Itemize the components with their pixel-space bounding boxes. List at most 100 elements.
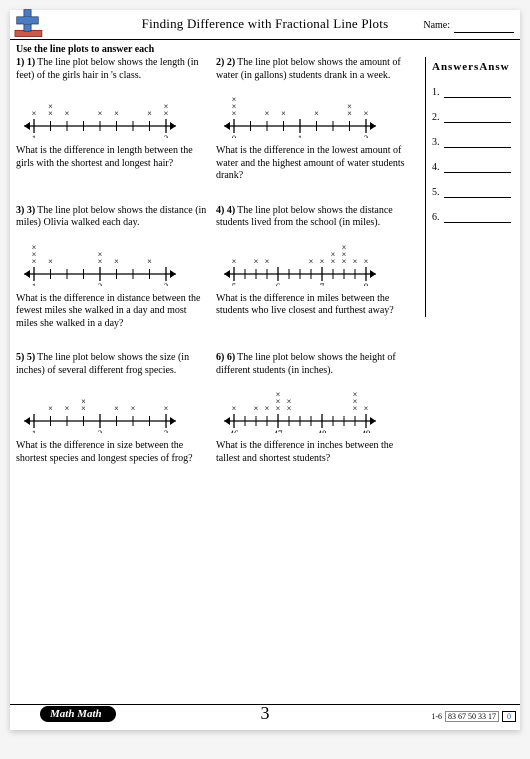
content-area: 1) 1)The line plot below shows the lengt… [10,57,520,487]
number-line: 123××××××× [20,383,208,436]
problem-number: 5) 5) [16,352,35,365]
problem: 5) 5)The line plot below shows the size … [16,352,216,465]
answer-number: 1. [432,87,444,98]
problem-question: What is the difference in length between… [16,145,208,170]
svg-text:×: × [281,109,286,118]
svg-text:5: 5 [232,282,237,286]
problem-question: What is the difference in the lowest amo… [216,145,408,183]
answer-number: 5. [432,187,444,198]
line-plot: 46474849×××××××××××× [220,383,380,433]
problem-row: 3) 3)The line plot below shows the dista… [16,205,419,331]
answer-blank: 5. [432,187,511,198]
score-range: 1-6 [431,712,442,721]
answer-line-rule [444,138,511,148]
problem: 2) 2)The line plot below shows the amoun… [216,57,416,183]
svg-text:×: × [331,250,336,259]
svg-text:×: × [114,404,119,413]
answer-blank: 6. [432,212,511,223]
problem-prompt: 4) 4)The line plot below shows the dista… [216,205,408,230]
svg-text:46: 46 [230,429,240,433]
svg-text:×: × [364,404,369,413]
number-line: 46474849×××××××××××× [220,383,408,436]
problem-question: What is the difference in inches between… [216,440,408,465]
svg-text:×: × [65,404,70,413]
svg-text:×: × [276,390,281,399]
answers-heading: AnswersAnsw [432,61,511,73]
problem-prompt: 6) 6)The line plot below shows the heigh… [216,352,408,377]
problem-prompt: 5) 5)The line plot below shows the size … [16,352,208,377]
number-line: 5678×××××××××××× [220,236,408,289]
svg-text:×: × [65,109,70,118]
svg-text:×: × [232,95,237,104]
svg-text:×: × [347,102,352,111]
line-plot: 012××××××××× [220,88,380,138]
number-line: 12××××××××× [20,88,208,141]
answer-blank: 2. [432,112,511,123]
svg-text:×: × [114,257,119,266]
svg-text:×: × [320,257,325,266]
answer-number: 4. [432,162,444,173]
svg-text:×: × [364,257,369,266]
svg-text:47: 47 [274,429,284,433]
svg-text:48: 48 [318,429,328,433]
svg-text:×: × [254,404,259,413]
svg-text:×: × [232,257,237,266]
svg-text:×: × [309,257,314,266]
answer-line-rule [444,163,511,173]
svg-text:×: × [314,109,319,118]
svg-text:×: × [48,257,53,266]
svg-text:0: 0 [232,134,237,138]
score-list: 83 67 50 33 17 [445,711,499,722]
svg-text:×: × [32,243,37,252]
svg-text:×: × [353,257,358,266]
answer-line-rule [444,113,511,123]
footer-scores: 1-6 83 67 50 33 17 0 [431,711,516,722]
svg-text:×: × [147,109,152,118]
svg-text:×: × [164,102,169,111]
svg-text:7: 7 [320,282,325,286]
svg-text:×: × [364,109,369,118]
problem: 4) 4)The line plot below shows the dista… [216,205,416,331]
problem-prompt: 1) 1)The line plot below shows the lengt… [16,57,208,82]
problem-number: 3) 3) [16,205,35,218]
svg-text:×: × [81,397,86,406]
svg-text:6: 6 [276,282,281,286]
instruction-text: Use the line plots to answer each [10,40,520,57]
svg-text:49: 49 [362,429,372,433]
brand-badge: Math Math [40,706,116,722]
problem-number: 1) 1) [16,57,35,70]
problem: 3) 3)The line plot below shows the dista… [16,205,216,331]
svg-text:×: × [342,243,347,252]
header: Finding Difference with Fractional Line … [10,10,520,40]
problem-row: 1) 1)The line plot below shows the lengt… [16,57,419,183]
page-number: 3 [261,703,270,724]
problems-grid: 1) 1)The line plot below shows the lengt… [10,57,425,487]
svg-text:2: 2 [98,429,103,433]
answer-blank: 4. [432,162,511,173]
svg-text:×: × [114,109,119,118]
problem-prompt: 3) 3)The line plot below shows the dista… [16,205,208,230]
answer-number: 3. [432,137,444,148]
math-logo-icon [14,8,50,40]
svg-text:2: 2 [98,282,103,286]
answer-line-rule [444,213,511,223]
problem-number: 4) 4) [216,205,235,218]
svg-text:×: × [32,109,37,118]
answers-panel: AnswersAnsw 1. 2. 3. 4. 5. 6. [425,57,515,317]
svg-text:×: × [254,257,259,266]
line-plot: 12××××××××× [20,88,180,138]
line-plot: 123××××××× [20,383,180,433]
svg-text:×: × [147,257,152,266]
svg-text:×: × [98,109,103,118]
worksheet-page: Finding Difference with Fractional Line … [10,10,520,730]
svg-text:×: × [353,390,358,399]
answer-blank: 3. [432,137,511,148]
svg-text:3: 3 [164,282,169,286]
svg-text:×: × [265,257,270,266]
problem-question: What is the difference in miles between … [216,293,408,318]
svg-text:2: 2 [164,134,169,138]
problem-prompt: 2) 2)The line plot below shows the amoun… [216,57,408,82]
svg-text:×: × [265,404,270,413]
svg-text:2: 2 [364,134,369,138]
svg-text:1: 1 [32,429,37,433]
